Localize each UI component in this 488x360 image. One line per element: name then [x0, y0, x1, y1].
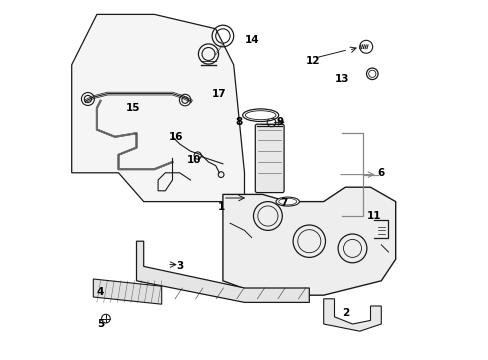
Polygon shape: [136, 241, 309, 302]
Text: 17: 17: [212, 89, 226, 99]
Text: 8: 8: [235, 117, 242, 127]
Text: 7: 7: [280, 198, 287, 208]
FancyBboxPatch shape: [255, 124, 284, 193]
Text: 6: 6: [377, 168, 384, 178]
Polygon shape: [93, 279, 162, 304]
Text: 2: 2: [341, 308, 348, 318]
Text: 14: 14: [244, 35, 259, 45]
Text: 3: 3: [176, 261, 183, 271]
Text: 11: 11: [366, 211, 381, 221]
Text: 12: 12: [305, 56, 320, 66]
Text: 9: 9: [276, 117, 284, 127]
Text: 10: 10: [186, 155, 201, 165]
Polygon shape: [223, 187, 395, 295]
Ellipse shape: [275, 197, 299, 206]
Ellipse shape: [278, 198, 296, 205]
Text: 5: 5: [97, 319, 104, 329]
Text: 4: 4: [97, 287, 104, 297]
Ellipse shape: [245, 111, 275, 120]
Text: 16: 16: [168, 132, 183, 142]
Polygon shape: [72, 14, 244, 202]
Text: 13: 13: [334, 74, 348, 84]
Text: 1: 1: [217, 202, 224, 212]
Ellipse shape: [242, 109, 278, 122]
Text: 15: 15: [125, 103, 140, 113]
Polygon shape: [323, 299, 381, 331]
